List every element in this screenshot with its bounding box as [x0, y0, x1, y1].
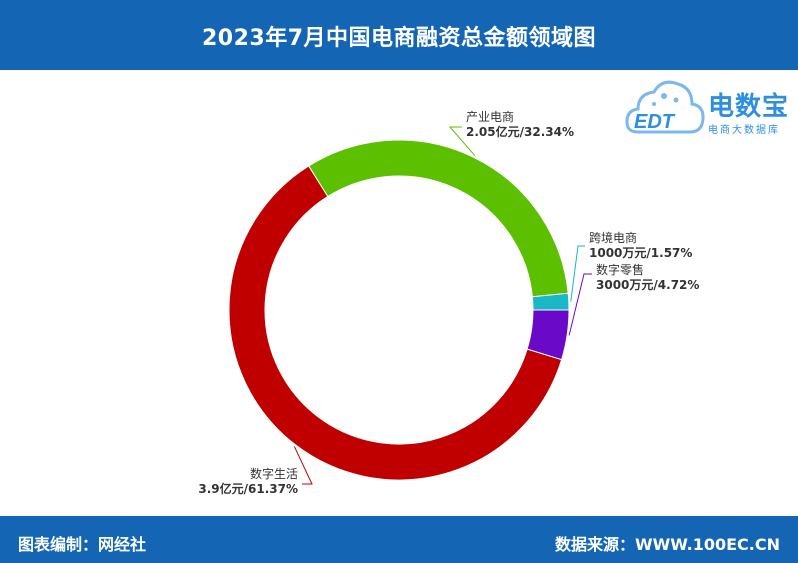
logo-name: 电数宝 — [708, 92, 790, 122]
slice-label-name-1: 数字生活 — [250, 466, 298, 481]
slice-label-value-2: 2.05亿元/32.34% — [466, 124, 574, 139]
chart-footer: 图表编制：网经社 数据来源：WWW.100EC.CN — [0, 516, 798, 563]
leader-line-3 — [570, 245, 585, 302]
slice-1 — [228, 165, 563, 481]
brand-logo: EDT 电数宝 电商大数据库 — [624, 74, 794, 144]
chart-title: 2023年7月中国电商融资总金额领域图 — [201, 26, 597, 51]
leader-line-1 — [293, 446, 313, 485]
leader-line-0 — [568, 273, 592, 336]
chart-header: 2023年7月中国电商融资总金额领域图 — [0, 0, 798, 70]
footer-credit: 图表编制：网经社 — [18, 535, 147, 554]
slice-label-value-0: 3000万元/4.72% — [596, 278, 699, 292]
slice-label-name-2: 产业电商 — [466, 109, 514, 124]
slice-label-value-1: 3.9亿元/61.37% — [198, 481, 298, 496]
footer-source: 数据来源：WWW.100EC.CN — [554, 535, 780, 554]
slice-label-value-3: 1000万元/1.57% — [589, 246, 692, 260]
slice-label-name-3: 跨境电商 — [589, 230, 637, 245]
leader-line-2 — [448, 126, 476, 156]
slice-2 — [308, 139, 569, 298]
logo-mark: EDT — [634, 111, 676, 133]
cloud-logo-icon: EDT — [625, 80, 705, 134]
slice-3 — [531, 292, 570, 311]
slice-label-name-0: 数字零售 — [596, 262, 644, 277]
logo-subtitle: 电商大数据库 — [708, 125, 780, 136]
